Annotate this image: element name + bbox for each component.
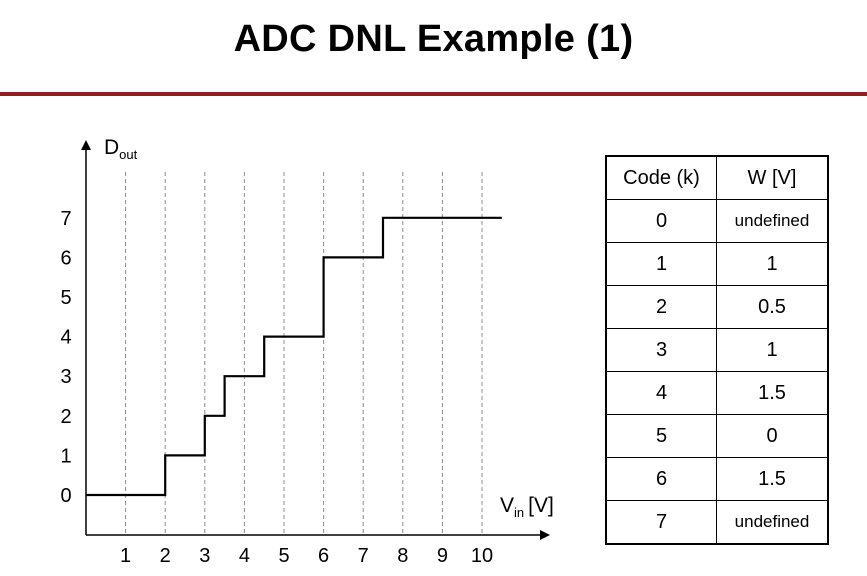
title-divider (0, 92, 867, 96)
width-cell: 1 (716, 328, 829, 372)
width-cell: 1.5 (716, 371, 829, 415)
y-tick-label: 0 (60, 485, 71, 507)
code-cell: 6 (605, 457, 717, 501)
x-tick-label: 3 (199, 545, 210, 567)
y-tick-label: 4 (60, 327, 71, 349)
table-row: 2 0.5 (605, 285, 829, 329)
x-axis-title: Vin [V] (500, 494, 554, 520)
code-cell: 1 (605, 242, 717, 286)
dout-staircase-line (86, 216, 502, 497)
y-tick-label: 3 (60, 366, 71, 388)
width-cell: 1 (716, 242, 829, 286)
column-header-code: Code (k) (605, 155, 717, 200)
code-cell: 2 (605, 285, 717, 329)
y-tick-label: 1 (60, 445, 71, 467)
table-row: 7 undefined (605, 500, 829, 545)
width-cell: undefined (716, 500, 829, 545)
dnl-staircase-chart: 0 1 2 3 4 5 6 7 1 2 3 4 5 6 7 8 9 10 Dout Vin [V] (60, 136, 554, 567)
width-cell: 1.5 (716, 457, 829, 501)
table-row: 0 undefined (605, 199, 829, 243)
x-tick-label: 8 (397, 545, 408, 567)
width-cell: 0 (716, 414, 829, 458)
slide-title: ADC DNL Example (1) (233, 18, 634, 60)
x-tick-label: 6 (318, 545, 329, 567)
code-cell: 0 (605, 199, 717, 243)
y-axis-title: Dout (104, 136, 138, 162)
width-cell: undefined (716, 199, 829, 243)
code-cell: 5 (605, 414, 717, 458)
y-tick-label: 2 (60, 406, 71, 428)
code-cell: 3 (605, 328, 717, 372)
code-cell: 7 (605, 500, 717, 545)
x-tick-label: 5 (278, 545, 289, 567)
table-header-row: Code (k) W [V] (605, 155, 829, 200)
y-tick-label: 6 (60, 247, 71, 269)
x-tick-label: 7 (358, 545, 369, 567)
x-tick-label: 4 (239, 545, 250, 567)
code-cell: 4 (605, 371, 717, 415)
width-cell: 0.5 (716, 285, 829, 329)
column-header-width: W [V] (716, 155, 829, 200)
code-width-table: Code (k) W [V] 0 undefined 1 1 2 0.5 3 1 4 1.5 5 0 6… (605, 155, 829, 545)
x-tick-label: 10 (471, 545, 493, 567)
x-tick-label: 2 (160, 545, 171, 567)
table-row: 4 1.5 (605, 371, 829, 415)
x-tick-label: 9 (437, 545, 448, 567)
y-tick-label: 7 (60, 208, 71, 230)
x-tick-label: 1 (120, 545, 131, 567)
y-tick-label: 5 (60, 287, 71, 309)
table-row: 6 1.5 (605, 457, 829, 501)
